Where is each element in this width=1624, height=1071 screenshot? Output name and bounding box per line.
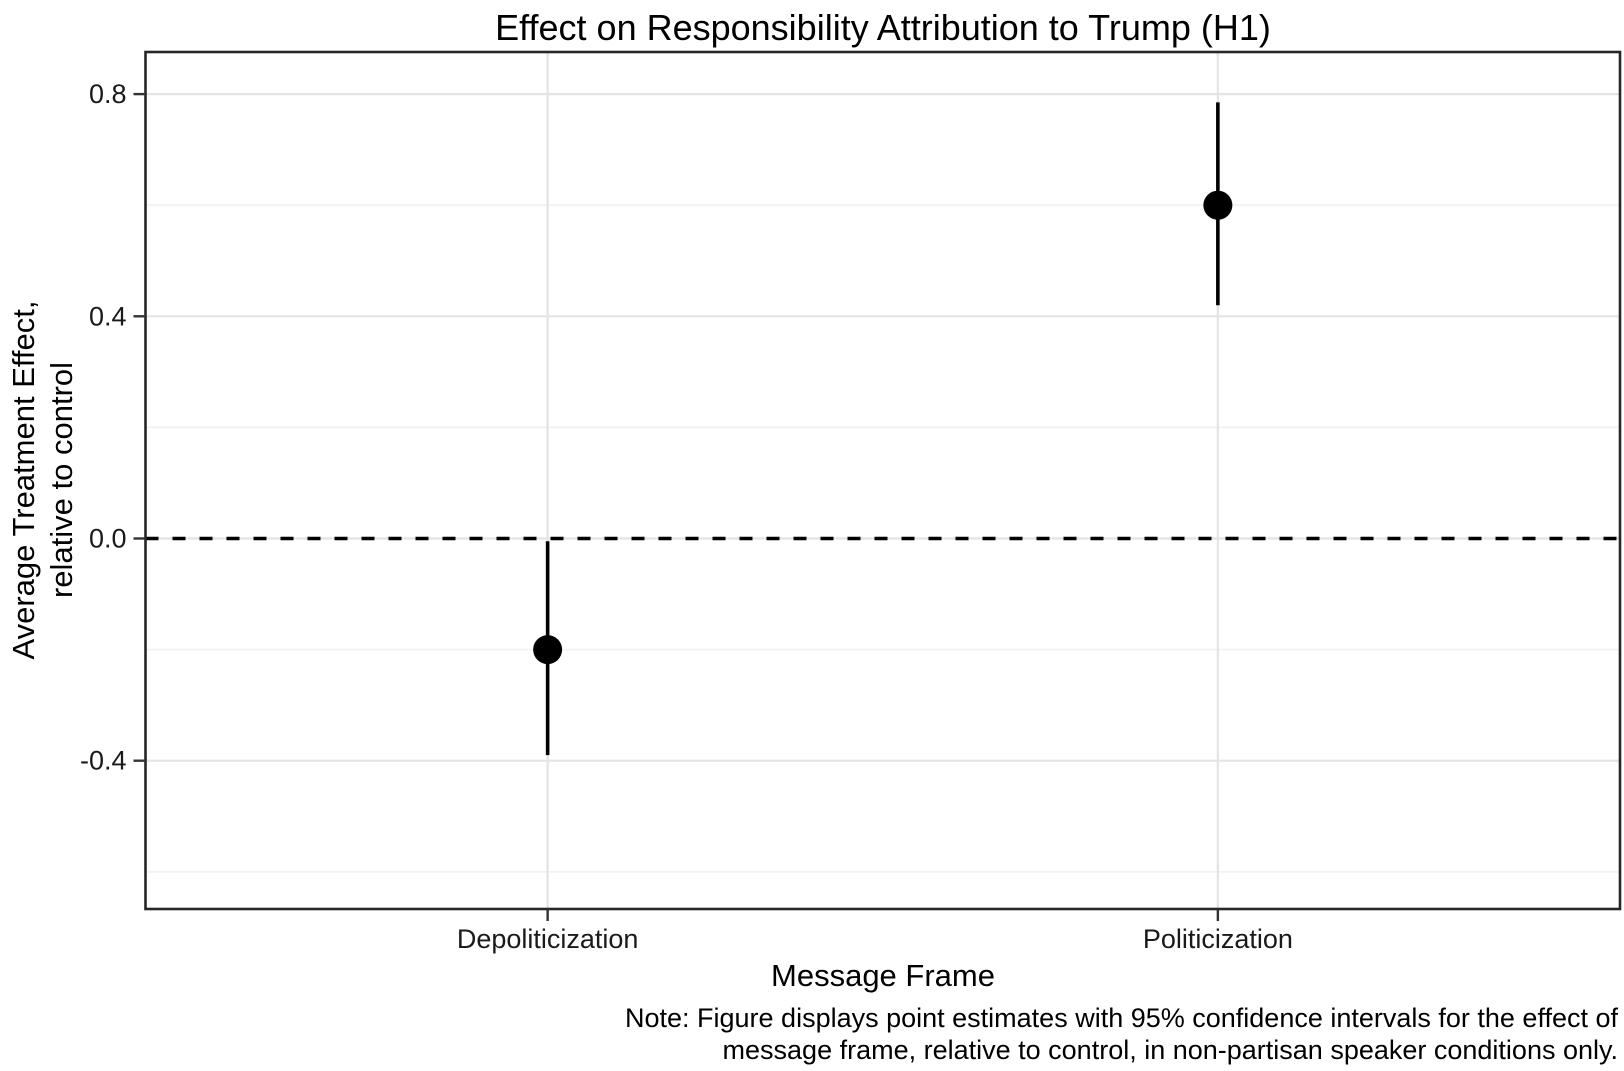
figure-note: Note: Figure displays point estimates wi… [625, 1003, 1619, 1065]
note-line2: message frame, relative to control, in n… [723, 1035, 1618, 1065]
note-line1: Note: Figure displays point estimates wi… [625, 1003, 1619, 1033]
y-tick-label: 0.4 [89, 301, 127, 331]
chart-title: Effect on Responsibility Attribution to … [495, 7, 1271, 48]
y-axis-title: Average Treatment Effect, relative to co… [6, 301, 79, 660]
x-axis-title: Message Frame [771, 958, 995, 993]
x-category-label-politicization: Politicization [1143, 924, 1293, 954]
y-tick-label: 0.8 [89, 79, 127, 109]
y-axis-title-line1: Average Treatment Effect, [6, 301, 41, 660]
point-estimate-politicization [1203, 190, 1233, 220]
y-tick-label: 0.0 [89, 524, 127, 554]
panel-border [144, 50, 1622, 911]
x-category-label-depoliticization: Depoliticization [457, 924, 639, 954]
panel-background [145, 52, 1620, 909]
point-estimate-depoliticization [533, 635, 563, 665]
y-axis-title-line2: relative to control [44, 362, 79, 598]
plot-panel: 0.8 0.4 0.0 -0.4 Depoliticization Politicizat… [80, 50, 1622, 954]
y-tick-label: -0.4 [80, 746, 127, 776]
